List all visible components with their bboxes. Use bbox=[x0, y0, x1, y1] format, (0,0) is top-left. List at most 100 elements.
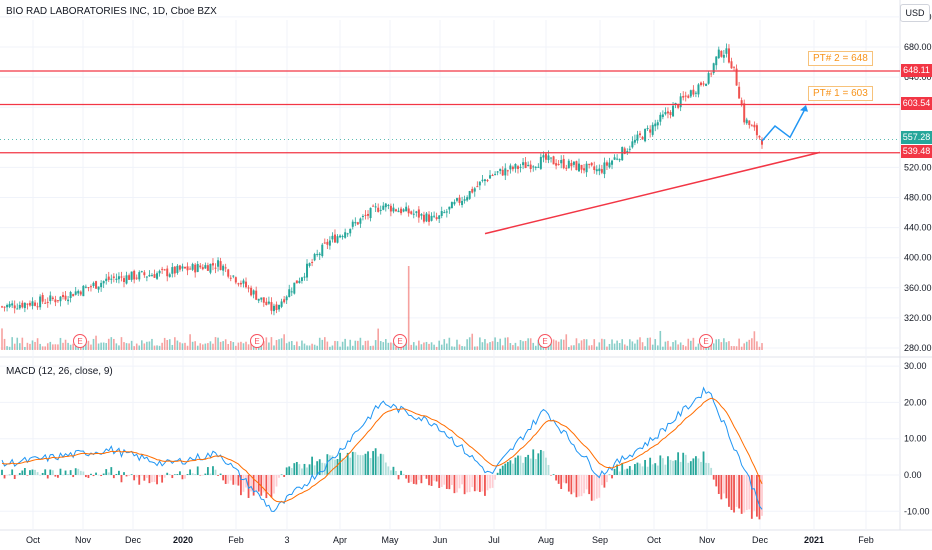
candle-body bbox=[557, 163, 560, 165]
volume-bar bbox=[156, 345, 158, 350]
candle-body bbox=[77, 290, 80, 294]
volume-bar bbox=[120, 337, 123, 350]
volume-bar bbox=[641, 342, 644, 350]
volume-bar bbox=[354, 340, 357, 350]
x-tick-label: 3 bbox=[284, 535, 289, 545]
candle-body bbox=[443, 212, 446, 214]
volume-bar bbox=[494, 337, 496, 350]
macd-histogram-bar bbox=[349, 457, 352, 475]
volume-bar bbox=[433, 344, 435, 350]
macd-histogram-bar bbox=[250, 475, 252, 492]
candle-body bbox=[265, 301, 268, 306]
macd-line bbox=[1, 386, 763, 512]
candle-body bbox=[217, 260, 220, 267]
volume-bar bbox=[263, 341, 265, 350]
candle-body bbox=[641, 136, 644, 140]
macd-histogram-bar bbox=[102, 473, 105, 475]
candle-body bbox=[288, 289, 291, 298]
candle-body bbox=[605, 162, 608, 166]
volume-bar bbox=[219, 341, 222, 350]
macd-histogram-bar bbox=[504, 463, 507, 475]
macd-histogram-bar bbox=[542, 451, 545, 475]
macd-histogram-bar bbox=[316, 461, 319, 475]
volume-bar bbox=[44, 346, 47, 350]
volume-bar bbox=[756, 341, 758, 350]
pt1-label[interactable]: PT# 1 = 603 bbox=[808, 86, 873, 101]
candle-body bbox=[275, 304, 278, 311]
macd-histogram-bar bbox=[750, 475, 753, 519]
macd-histogram-bar bbox=[621, 463, 624, 475]
volume-bar bbox=[247, 344, 250, 350]
candle-body bbox=[397, 210, 400, 213]
candle-body bbox=[173, 266, 176, 274]
candle-body bbox=[84, 286, 87, 288]
volume-bar bbox=[62, 342, 64, 350]
volume-bar bbox=[715, 339, 718, 350]
macd-histogram-bar bbox=[191, 473, 194, 475]
macd-y-tick-label: 10.00 bbox=[904, 434, 927, 444]
candle-body bbox=[150, 275, 153, 277]
macd-histogram-bar bbox=[31, 469, 34, 475]
candle-body bbox=[156, 273, 159, 279]
volume-bar bbox=[235, 345, 237, 350]
volume-bar bbox=[629, 339, 631, 350]
candle-body bbox=[199, 265, 202, 268]
macd-histogram-bar bbox=[107, 472, 110, 475]
volume-bar bbox=[369, 345, 372, 350]
macd-histogram-bar bbox=[458, 475, 461, 489]
pt2-label[interactable]: PT# 2 = 648 bbox=[808, 51, 873, 66]
candle-body bbox=[54, 299, 57, 303]
macd-histogram-bar bbox=[623, 469, 626, 475]
macd-histogram-bar bbox=[575, 475, 578, 498]
macd-histogram-bar bbox=[82, 471, 85, 475]
candle-body bbox=[463, 199, 466, 201]
volume-bar bbox=[268, 342, 270, 350]
macd-histogram-bar bbox=[644, 459, 646, 475]
macd-histogram-bar bbox=[217, 475, 219, 476]
macd-histogram-bar bbox=[3, 475, 6, 479]
volume-bar bbox=[720, 342, 723, 350]
volume-bar bbox=[232, 342, 235, 350]
candle-body bbox=[577, 163, 580, 172]
candle-body bbox=[435, 217, 438, 220]
candle-body bbox=[560, 160, 563, 164]
y-tick-label: 320.00 bbox=[904, 313, 932, 323]
macd-histogram-bar bbox=[519, 455, 522, 475]
volume-bar bbox=[283, 334, 285, 350]
candle-body bbox=[161, 268, 164, 270]
volume-bar bbox=[97, 343, 100, 350]
macd-histogram-bar bbox=[661, 458, 664, 475]
volume-bar bbox=[298, 346, 301, 350]
macd-histogram-bar bbox=[728, 475, 730, 507]
macd-histogram-bar bbox=[613, 468, 616, 475]
candle-body bbox=[64, 295, 67, 300]
candle-body bbox=[707, 73, 710, 84]
macd-histogram-bar bbox=[64, 470, 67, 475]
candle-body bbox=[585, 163, 588, 173]
macd-histogram-bar bbox=[389, 470, 392, 475]
candle-body bbox=[654, 123, 657, 127]
candle-body bbox=[745, 119, 748, 124]
macd-histogram-bar bbox=[11, 469, 14, 475]
macd-histogram-bar bbox=[255, 475, 258, 491]
volume-bar bbox=[260, 345, 263, 350]
candle-body bbox=[222, 265, 225, 271]
macd-histogram-bar bbox=[659, 455, 662, 475]
macd-y-tick-label: 20.00 bbox=[904, 397, 927, 407]
volume-bar bbox=[311, 343, 313, 350]
macd-histogram-bar bbox=[405, 475, 408, 479]
macd-histogram-bar bbox=[672, 460, 674, 475]
candle-body bbox=[453, 201, 456, 205]
volume-bar bbox=[324, 337, 326, 350]
currency-selector[interactable]: USD bbox=[900, 4, 930, 22]
macd-histogram-bar bbox=[369, 458, 372, 475]
candle-body bbox=[336, 236, 339, 243]
volume-bar bbox=[552, 339, 555, 350]
volume-bar bbox=[595, 346, 598, 350]
y-tick-label: 440.00 bbox=[904, 223, 932, 233]
volume-bar bbox=[514, 342, 517, 350]
macd-histogram-bar bbox=[41, 472, 44, 475]
volume-bar bbox=[517, 346, 519, 350]
candle-body bbox=[415, 211, 418, 213]
candles bbox=[1, 43, 763, 316]
